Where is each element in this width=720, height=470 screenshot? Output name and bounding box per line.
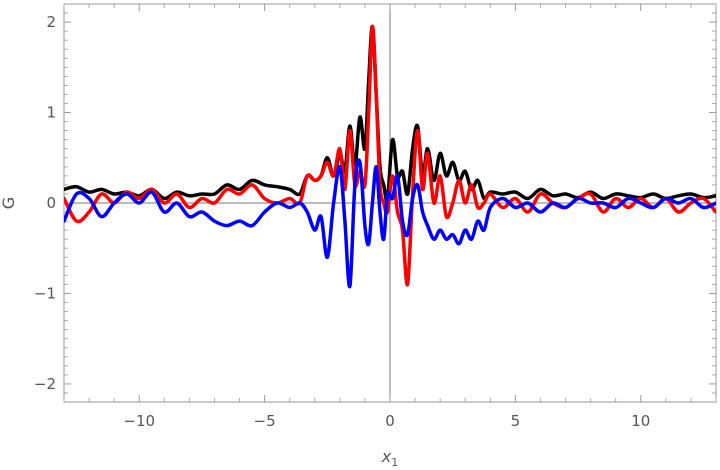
x-tick-label: −5 (254, 412, 276, 430)
x-tick-label: 10 (631, 412, 650, 430)
x-axis-title-main: x (381, 447, 392, 466)
x-tick-label: 0 (385, 412, 395, 430)
y-tick-label: −2 (34, 375, 56, 393)
y-tick-label: −1 (34, 284, 56, 302)
y-tick-label: 1 (46, 104, 56, 122)
x-axis-title: x1 (381, 447, 398, 469)
y-tick-label: 2 (46, 13, 56, 31)
series-line-blue (64, 158, 716, 288)
x-tick-label: −10 (123, 412, 155, 430)
y-tick-label: 0 (46, 194, 56, 212)
y-axis-title: G (0, 197, 18, 209)
x-axis-title-subscript: 1 (391, 456, 398, 469)
x-tick-label: 5 (511, 412, 521, 430)
series-group (64, 24, 716, 288)
